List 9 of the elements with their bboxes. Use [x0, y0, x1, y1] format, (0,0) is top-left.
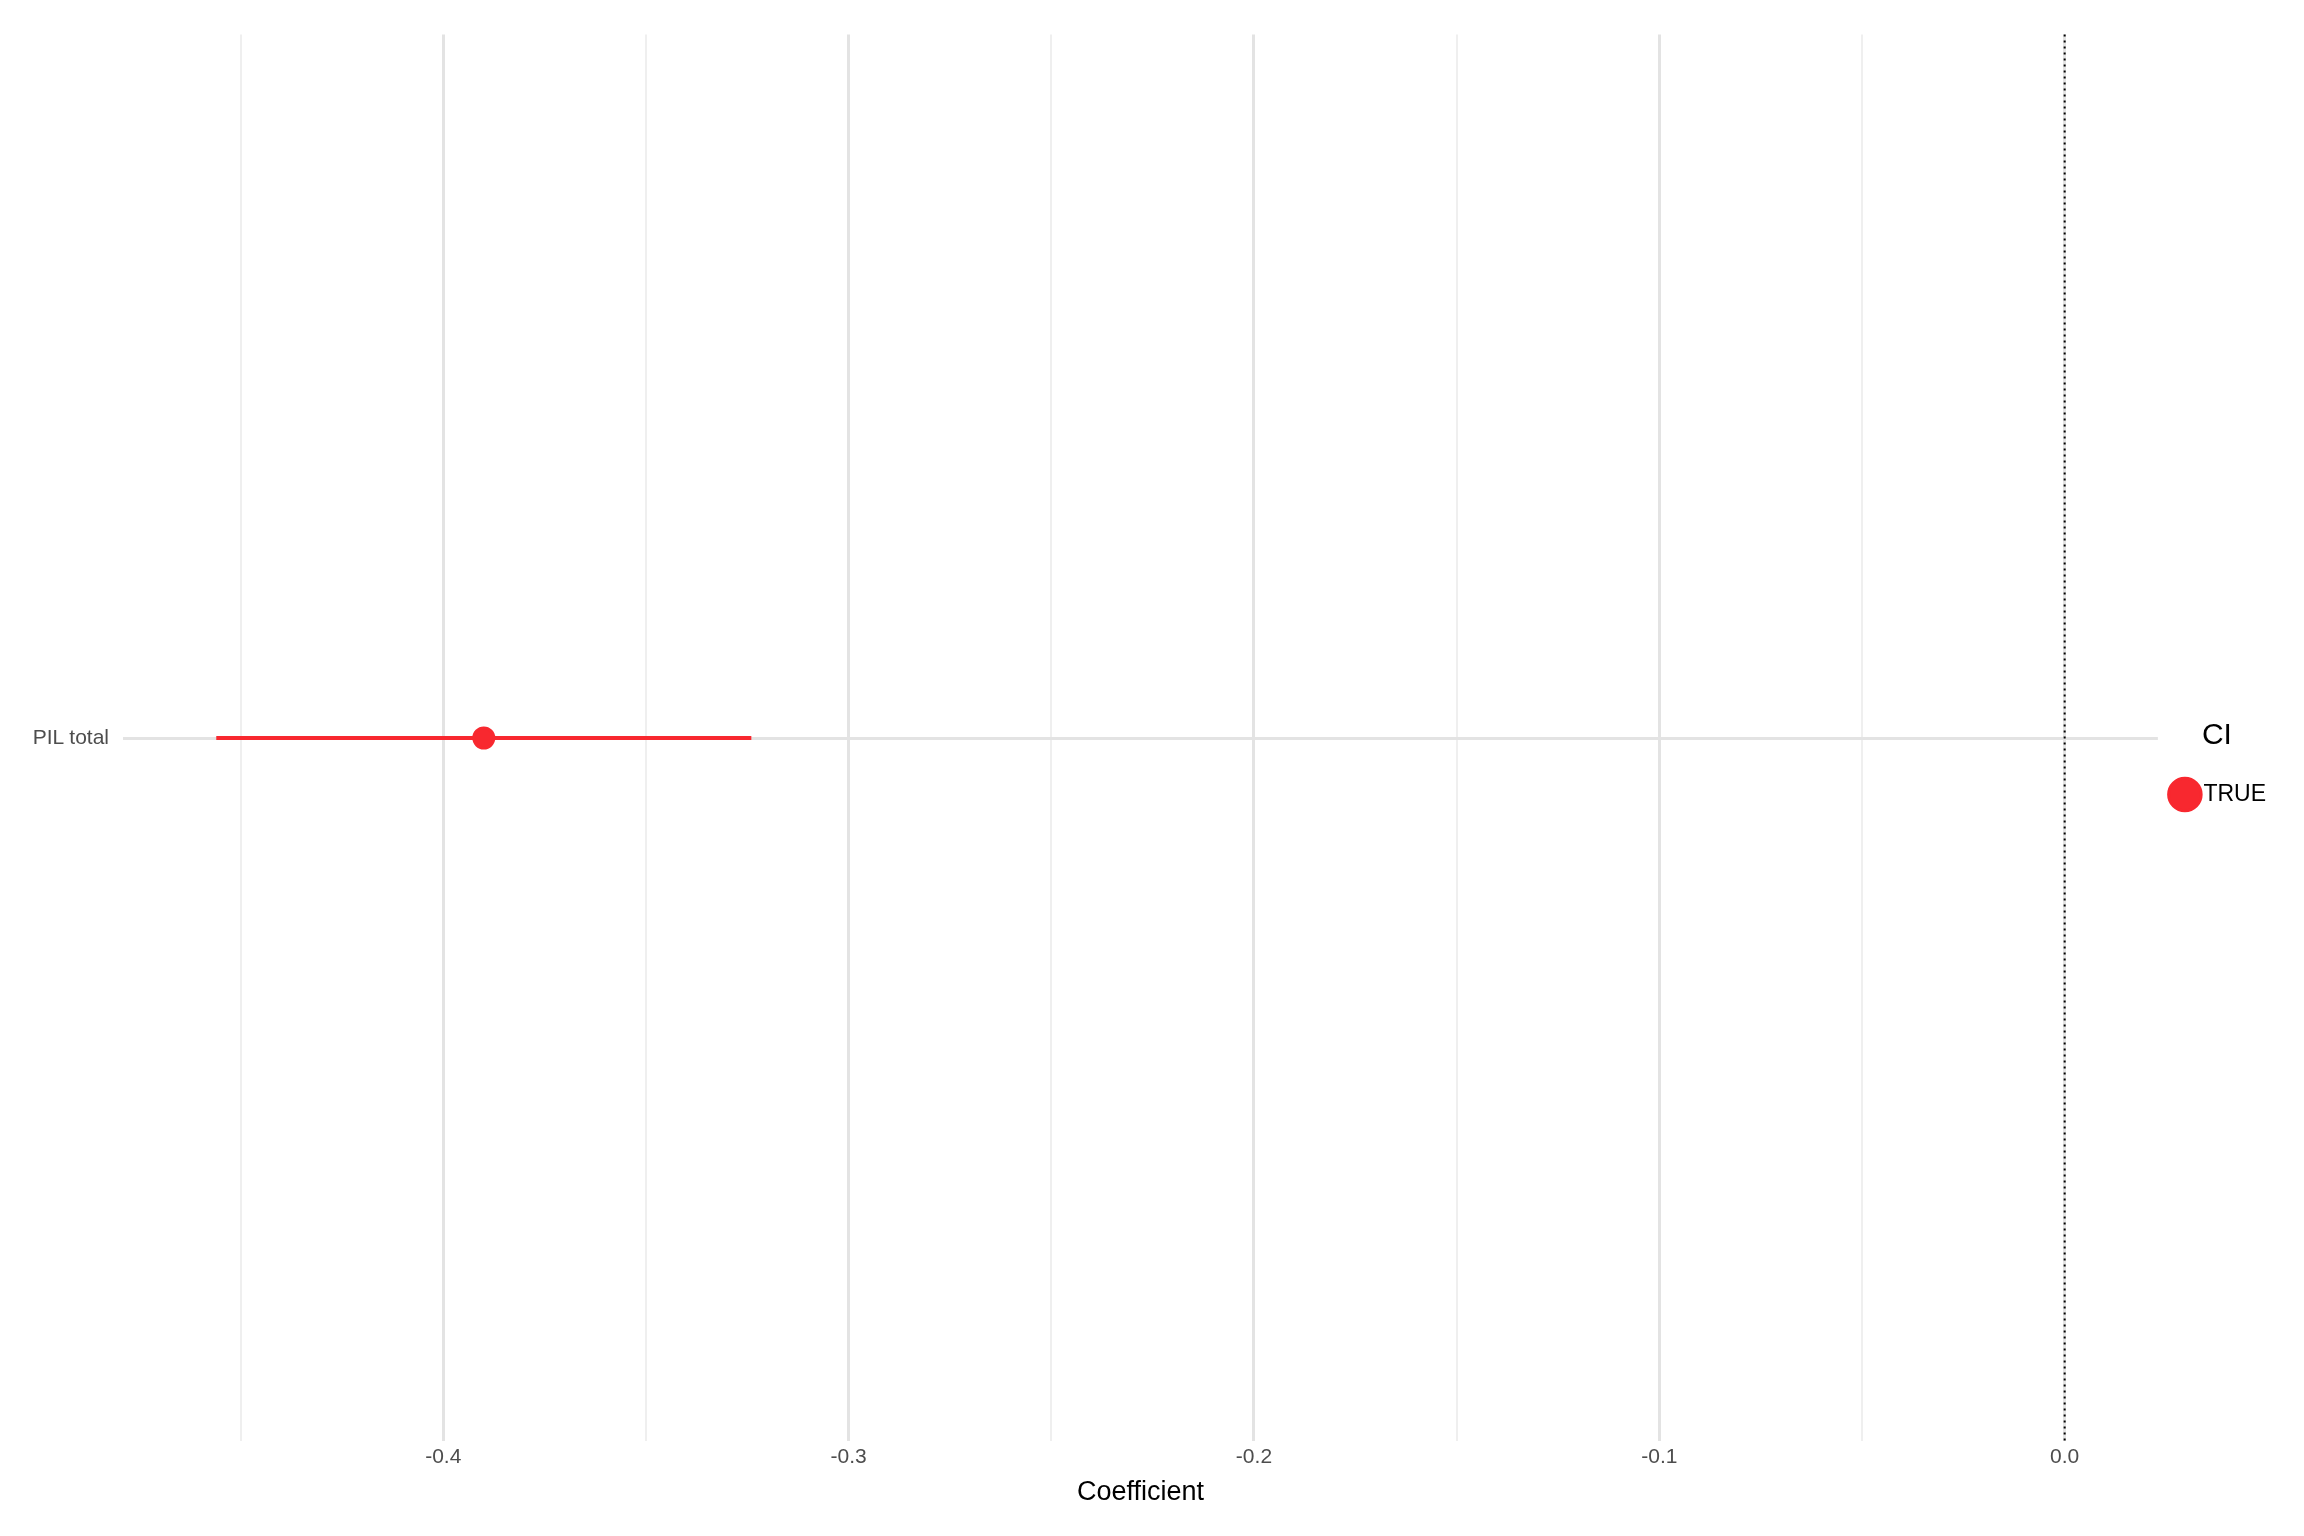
x-tick-label: -0.4	[425, 1443, 462, 1467]
x-tick-label: -0.1	[1641, 1443, 1678, 1467]
legend-title: CI	[2201, 717, 2232, 751]
x-axis-title: Coefficient	[1076, 1476, 1205, 1507]
x-tick-label: -0.3	[830, 1443, 867, 1467]
x-tick-label: -0.2	[1235, 1443, 1273, 1467]
legend-label: TRUE	[2203, 779, 2267, 806]
x-tick-label: 0.0	[2050, 1443, 2080, 1467]
y-tick-label: PIL total	[32, 724, 110, 748]
